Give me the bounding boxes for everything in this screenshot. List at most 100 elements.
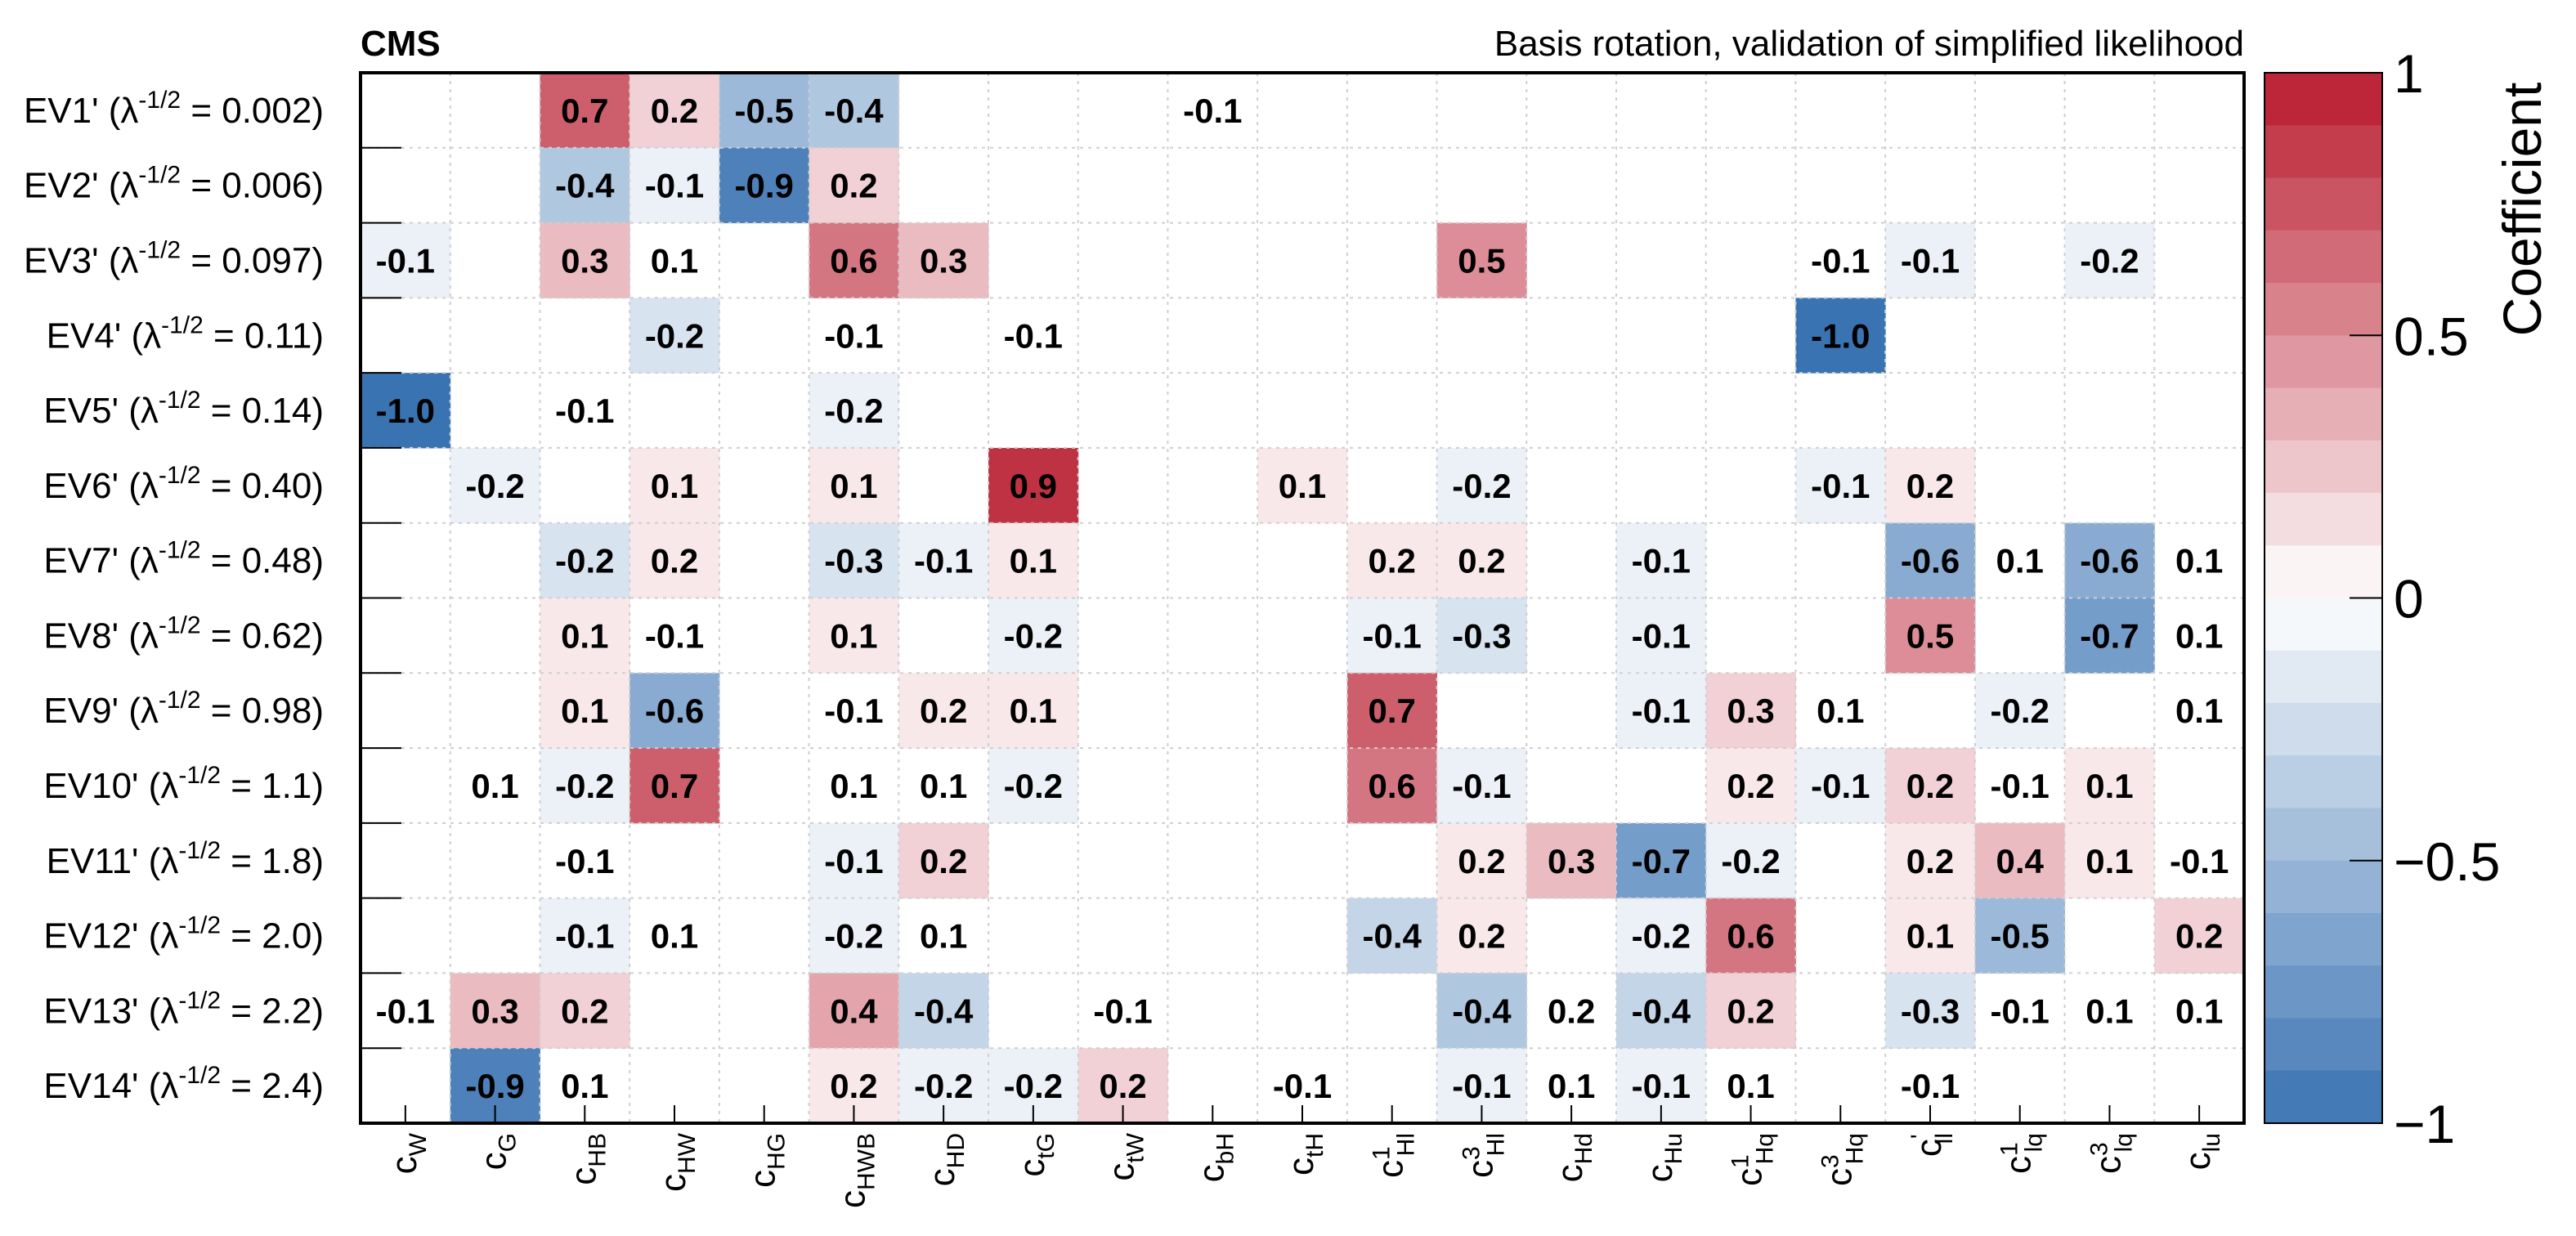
column-label: cW <box>384 1132 432 1174</box>
heatmap-cell <box>629 147 720 224</box>
heatmap-cell <box>1436 598 1527 674</box>
heatmap-cell <box>1885 522 1976 598</box>
cell-value: 0.1 <box>1279 467 1326 505</box>
heatmap-cell <box>898 822 989 899</box>
cell-value: 0.1 <box>1906 917 1954 956</box>
heatmap-cell <box>898 973 989 1049</box>
cell-value: -0.5 <box>1991 917 2050 956</box>
heatmap-cell <box>450 447 540 524</box>
cell-value: 0.2 <box>2175 917 2223 956</box>
heatmap-cell <box>540 898 630 974</box>
cell-value: 0.1 <box>830 467 877 505</box>
heatmap-cell <box>1705 898 1796 974</box>
column-label: cHB <box>563 1133 611 1185</box>
heatmap-cell <box>1974 673 2066 749</box>
cell-value: 0.1 <box>471 767 518 805</box>
cell-value: 0.2 <box>1099 1067 1146 1105</box>
cell-value: 0.2 <box>1906 767 1954 805</box>
cell-value: -0.1 <box>1811 467 1870 505</box>
cell-value: 0.1 <box>830 616 877 655</box>
colorbar-band <box>2265 860 2382 914</box>
row-label: EV14' (λ-1/2 = 2.4) <box>43 1062 324 1106</box>
cell-value: 0.1 <box>2175 992 2223 1030</box>
cell-value: 0.1 <box>2175 616 2223 655</box>
heatmap-cell <box>719 147 810 224</box>
gridlines <box>361 73 2244 1123</box>
cell-value: 0.2 <box>920 842 967 880</box>
cell-value: 0.7 <box>1369 692 1416 730</box>
heatmap-cell <box>809 973 899 1049</box>
colorbar-tick-label: 0.5 <box>2394 306 2469 366</box>
cell-value: -0.1 <box>1004 316 1063 355</box>
cell-value: 0.2 <box>830 167 877 205</box>
column-label: c3lq <box>2085 1133 2137 1174</box>
heatmap-cells <box>361 73 2245 1124</box>
heatmap-cell <box>361 222 451 298</box>
cell-value: -0.3 <box>1452 616 1511 655</box>
heatmap-cell <box>898 522 989 598</box>
cell-value: 0.2 <box>1369 542 1416 580</box>
heatmap-cell <box>988 598 1079 674</box>
cell-value: 0.1 <box>2175 542 2223 580</box>
cell-value: 0.1 <box>1010 542 1057 580</box>
heatmap-cell <box>809 222 899 298</box>
heatmap-cell <box>540 147 630 224</box>
cell-value: -0.1 <box>914 542 973 580</box>
cell-value: 0.1 <box>2085 767 2133 805</box>
heatmap-cell <box>361 373 451 449</box>
heatmap-cell <box>1616 598 1707 674</box>
heatmap-cell <box>1346 673 1438 749</box>
cell-value: -1.0 <box>1811 316 1870 355</box>
heatmap-cell <box>540 973 630 1049</box>
cell-value: -0.2 <box>645 316 704 355</box>
heatmap-cell <box>1616 822 1707 899</box>
heatmap-cell <box>629 73 720 149</box>
row-label: EV4' (λ-1/2 = 0.11) <box>47 311 324 356</box>
heatmap-cell <box>809 373 899 449</box>
cell-value: 0.3 <box>471 992 518 1030</box>
heatmap-cell <box>629 748 720 824</box>
colorbar-tick-label: 1 <box>2394 43 2424 104</box>
cell-value: -0.1 <box>555 842 614 880</box>
cell-value: 0.9 <box>1010 467 1057 505</box>
cell-value: -0.4 <box>1452 992 1512 1030</box>
cell-value: 0.2 <box>1458 842 1505 880</box>
cell-value: 0.1 <box>1010 692 1057 730</box>
cell-value: 0.2 <box>830 1067 877 1105</box>
cell-value: -0.5 <box>735 92 794 130</box>
cell-value: 0.2 <box>1458 542 1505 580</box>
heatmap-cell <box>898 673 989 749</box>
cell-value: -0.1 <box>1991 767 2050 805</box>
cell-value: -0.2 <box>1632 917 1691 956</box>
colorbar-band <box>2265 545 2382 598</box>
heatmap-cell <box>1885 748 1976 824</box>
cell-value: 0.2 <box>1727 992 1774 1030</box>
row-label: EV13' (λ-1/2 = 2.2) <box>43 987 324 1031</box>
cell-value: -0.6 <box>2080 542 2139 580</box>
cell-value: 0.1 <box>651 467 698 505</box>
cell-value: -0.2 <box>1004 767 1063 805</box>
colorbar <box>2264 72 2383 1124</box>
heatmap-cell <box>809 447 899 524</box>
heatmap-cell <box>540 598 630 674</box>
cell-value: -0.1 <box>1991 992 2050 1030</box>
colorbar-band <box>2265 755 2382 808</box>
cell-value: 0.2 <box>1906 842 1954 880</box>
cell-value: 0.5 <box>1906 616 1954 655</box>
column-label: cHWB <box>832 1133 880 1208</box>
cell-value: -0.1 <box>376 992 435 1030</box>
colorbar-tick-label: 0 <box>2394 569 2424 629</box>
heatmap-cell <box>540 522 630 598</box>
heatmap-cell <box>1436 822 1527 899</box>
cell-value: 0.2 <box>1458 917 1505 956</box>
heatmap-cell <box>1346 522 1438 598</box>
cell-value: 0.1 <box>561 1067 608 1105</box>
colorbar-band <box>2265 1018 2382 1072</box>
cell-value: 0.1 <box>2175 692 2223 730</box>
colorbar-band <box>2265 335 2382 388</box>
heatmap-cell <box>1346 598 1438 674</box>
heatmap-cell <box>1974 822 2066 899</box>
cell-value: 0.1 <box>920 767 967 805</box>
cell-value: 0.2 <box>651 542 698 580</box>
